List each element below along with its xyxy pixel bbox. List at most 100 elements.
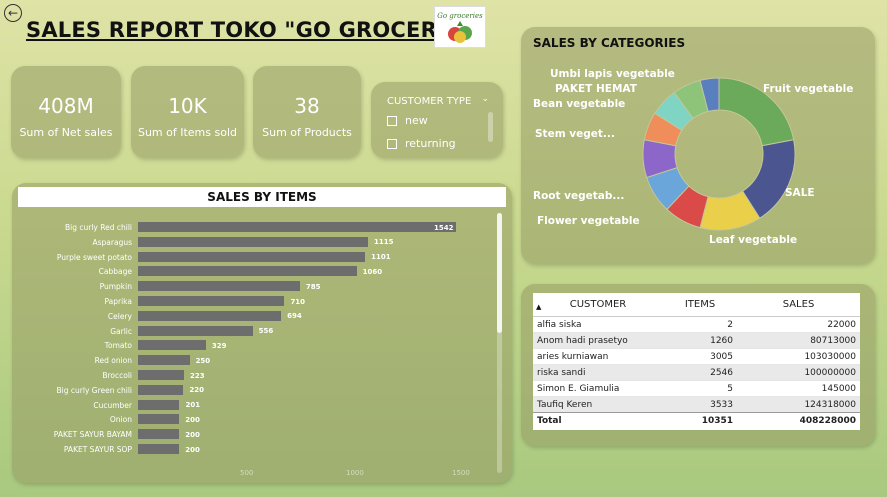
slice-label-paket-hemat: PAKET HEMAT xyxy=(555,83,637,95)
slicer-option-returning[interactable]: returning xyxy=(387,137,456,150)
bar-value-label: 556 xyxy=(258,327,274,336)
table-row[interactable]: riska sandi 2546 100000000 xyxy=(533,364,860,381)
donut-slice[interactable] xyxy=(699,77,720,112)
customer-type-slicer: CUSTOMER TYPE ⌄ new returning xyxy=(371,82,503,158)
sort-ascending-icon[interactable]: ▲ xyxy=(536,303,542,311)
cell-sales: 80713000 xyxy=(737,332,860,349)
bar-label: Big curly Red chili xyxy=(64,223,132,232)
bar[interactable] xyxy=(138,370,184,380)
bar-chart: Big curly Red chili 1542 Asparagus 1115 Purp… xyxy=(12,183,492,483)
customer-table-card: ▲ CUSTOMER ITEMS SALES alfia siska 2 220… xyxy=(521,284,875,446)
slice-label-bean-vegetable: Bean vegetable xyxy=(533,98,626,110)
bar-value-label: 329 xyxy=(211,341,227,350)
chart-title: SALES BY ITEMS xyxy=(18,187,506,207)
bar-value-label: 1542 xyxy=(434,223,454,232)
kpi-value: 38 xyxy=(294,94,320,118)
bar-label: PAKET SAYUR BAYAM xyxy=(53,430,132,440)
checkbox[interactable] xyxy=(387,138,397,149)
go-groceries-logo: Go groceries xyxy=(434,6,486,48)
bar[interactable] xyxy=(138,340,206,351)
slice-label-stem-vegetable: Stem veget... xyxy=(535,128,615,140)
x-tick: 500 xyxy=(240,469,254,477)
table-row[interactable]: alfia siska 2 22000 xyxy=(533,316,860,333)
cell-sales: 103030000 xyxy=(737,348,860,365)
bar-label: PAKET SAYUR SOP xyxy=(63,445,132,454)
bar-value-label: 250 xyxy=(195,356,211,365)
vertical-scrollbar[interactable] xyxy=(497,213,502,473)
customer-table: ▲ CUSTOMER ITEMS SALES alfia siska 2 220… xyxy=(533,293,860,430)
bar[interactable] xyxy=(138,310,282,321)
column-header-sales[interactable]: SALES xyxy=(737,293,860,317)
bar[interactable] xyxy=(138,355,190,366)
bar-label: Tomato xyxy=(104,341,132,351)
slicer-scrollbar[interactable] xyxy=(488,112,493,142)
bar-value-label: 710 xyxy=(290,297,306,306)
bar[interactable] xyxy=(138,281,300,292)
svg-text:Go groceries: Go groceries xyxy=(437,12,483,20)
bar-label: Onion xyxy=(109,415,132,425)
slice-label-umbi-lapis: Umbi lapis vegetable xyxy=(550,68,675,80)
cell-sales: 22000 xyxy=(737,316,860,333)
kpi-value: 10K xyxy=(168,94,207,118)
slice-label-fruit-vegetable: Fruit vegetable xyxy=(763,83,854,95)
slice-label-sale: SALE xyxy=(785,187,815,199)
bar-value-label: 200 xyxy=(185,430,200,439)
option-label: new xyxy=(405,114,428,127)
bar-label: Celery xyxy=(107,311,132,321)
page-title: SALES REPORT TOKO "GO GROCERIES" xyxy=(26,18,486,42)
slicer-option-new[interactable]: new xyxy=(387,114,428,127)
slice-label-leaf-vegetable: Leaf vegetable xyxy=(709,234,798,246)
bar[interactable] xyxy=(138,444,180,454)
bar-value-label: 200 xyxy=(185,445,200,454)
bar[interactable] xyxy=(138,384,184,395)
kpi-card-items-sold: 10K Sum of Items sold xyxy=(131,66,244,158)
bar-label: Pumpkin xyxy=(99,282,132,292)
table-row[interactable]: Taufiq Keren 3533 124318000 xyxy=(533,396,860,413)
kpi-label: Sum of Products xyxy=(262,126,352,139)
chevron-down-icon[interactable]: ⌄ xyxy=(481,94,489,104)
bar[interactable] xyxy=(138,222,457,232)
table-row[interactable]: Simon E. Giamulia 5 145000 xyxy=(533,380,860,397)
column-header-items[interactable]: ITEMS xyxy=(663,293,737,317)
scrollbar-thumb[interactable] xyxy=(497,213,502,333)
bar-value-label: 223 xyxy=(189,371,205,380)
cell-items: 3533 xyxy=(663,396,737,413)
bar-label: Broccoli xyxy=(102,371,132,380)
bar-value-label: 1115 xyxy=(373,238,394,247)
bar[interactable] xyxy=(138,251,366,262)
bar[interactable] xyxy=(138,236,368,247)
cell-total-label: Total xyxy=(533,412,663,428)
bar-value-label: 200 xyxy=(185,415,200,424)
option-label: returning xyxy=(405,137,456,150)
donut-chart xyxy=(642,77,796,231)
bar-label: Big curly Green chili xyxy=(56,385,132,395)
back-arrow-icon[interactable]: ← xyxy=(4,4,22,22)
checkbox[interactable] xyxy=(387,115,397,126)
bar[interactable] xyxy=(138,399,180,410)
cell-items: 2546 xyxy=(663,364,737,381)
table-row[interactable]: Anom hadi prasetyo 1260 80713000 xyxy=(533,332,860,349)
cell-customer: aries kurniawan xyxy=(533,348,663,365)
bar[interactable] xyxy=(138,429,180,440)
bar-value-label: 201 xyxy=(185,401,201,410)
cell-customer: Anom hadi prasetyo xyxy=(533,332,663,349)
cell-items: 5 xyxy=(663,380,737,397)
sales-by-categories-card: SALES BY CATEGORIES Fruit vegetable SALE… xyxy=(521,27,875,264)
x-tick: 1500 xyxy=(452,469,470,477)
table-row[interactable]: aries kurniawan 3005 103030000 xyxy=(533,348,860,365)
kpi-card-net-sales: 408M Sum of Net sales xyxy=(11,66,121,158)
kpi-label: Sum of Items sold xyxy=(137,126,238,139)
bar-label: Asparagus xyxy=(92,237,133,247)
chart-title: SALES BY CATEGORIES xyxy=(533,36,686,50)
bar-value-label: 694 xyxy=(287,312,302,321)
cell-customer: riska sandi xyxy=(533,364,663,381)
cell-customer: Taufiq Keren xyxy=(533,396,663,413)
bar-value-label: 785 xyxy=(305,282,321,291)
bar-label: Cucumber xyxy=(93,400,132,410)
bar[interactable] xyxy=(138,296,285,306)
bar[interactable] xyxy=(138,325,253,336)
cell-total-sales: 408228000 xyxy=(737,412,860,428)
bar[interactable] xyxy=(138,414,180,425)
bar[interactable] xyxy=(138,266,357,277)
column-header-customer[interactable]: CUSTOMER xyxy=(533,293,663,317)
